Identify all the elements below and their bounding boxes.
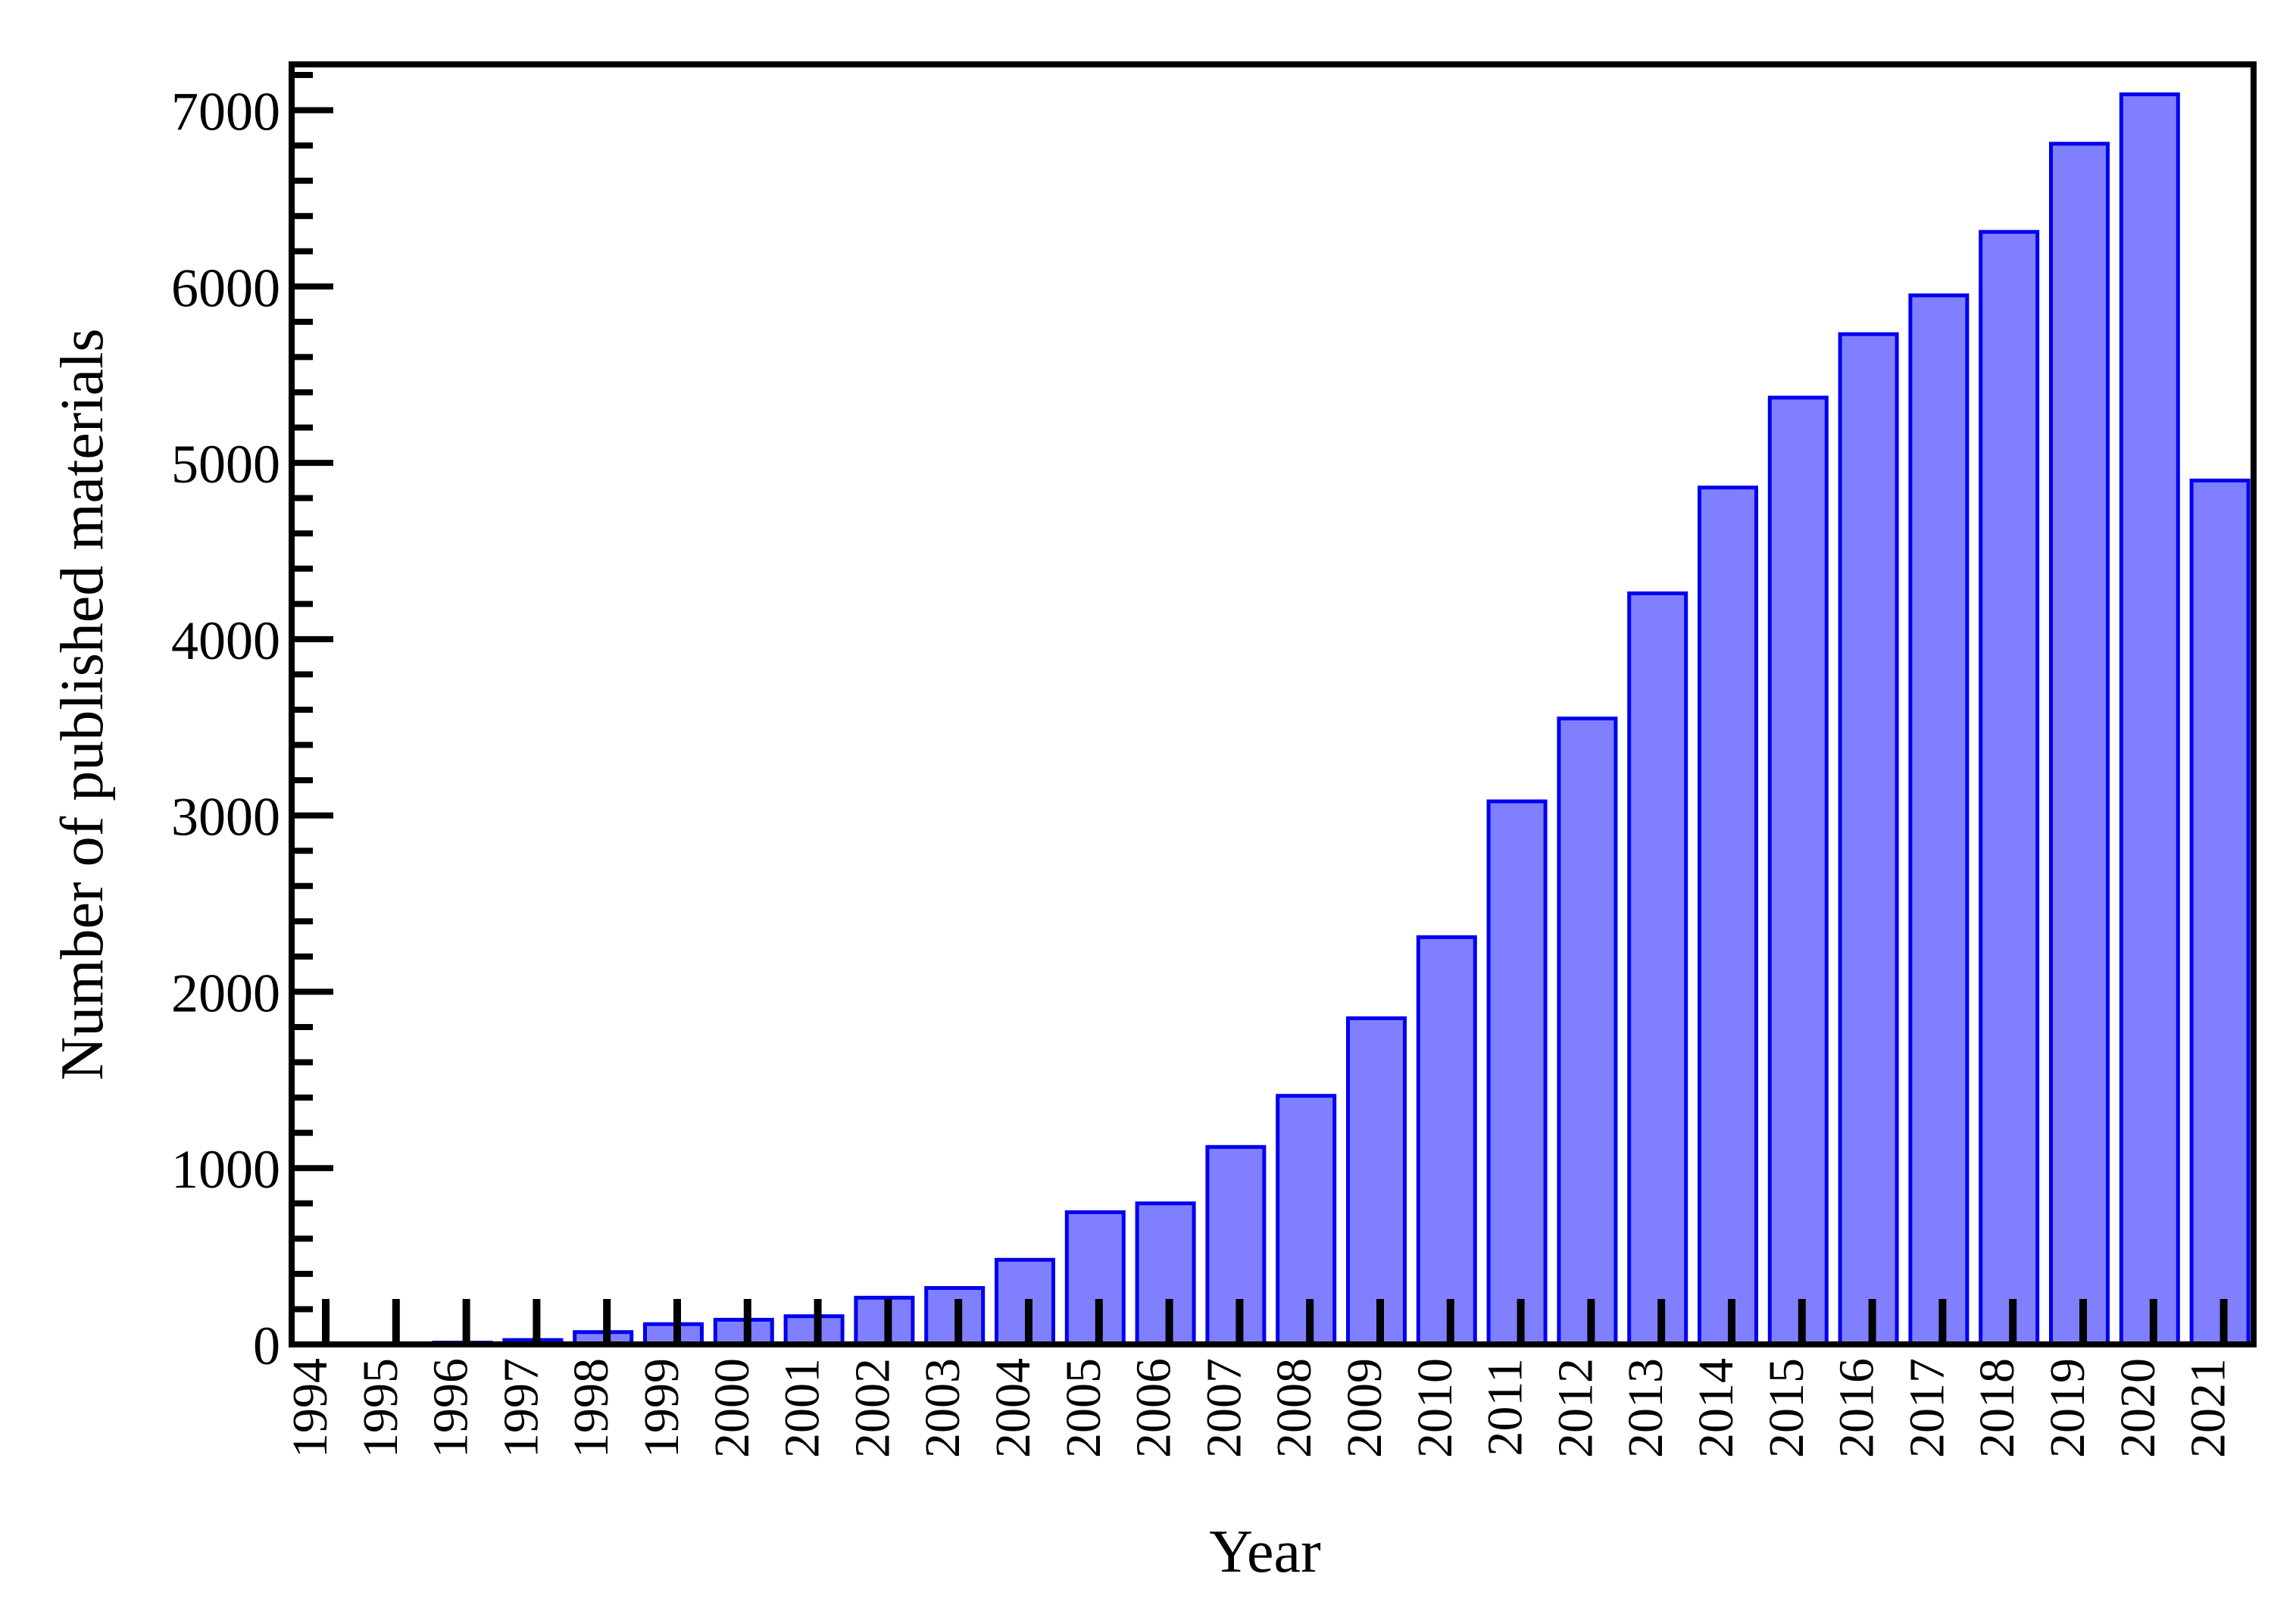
x-tick-label-2013: 2013	[1618, 1358, 1673, 1458]
x-tick-label-2003: 2003	[915, 1358, 970, 1458]
y-tick-label-0: 0	[253, 1316, 280, 1376]
x-tick-label-2014: 2014	[1688, 1358, 1744, 1458]
x-tick-label-2009: 2009	[1337, 1358, 1392, 1458]
x-tick-label-2004: 2004	[986, 1358, 1041, 1458]
bar-2009	[1346, 1016, 1407, 1347]
bar-2010	[1416, 935, 1477, 1347]
y-tick-label-4000: 4000	[171, 610, 280, 671]
x-tick-label-1994: 1994	[283, 1358, 338, 1458]
bar-2013	[1627, 591, 1688, 1347]
x-tick-label-2000: 2000	[704, 1358, 760, 1458]
x-tick-label-2018: 2018	[1970, 1358, 2025, 1458]
y-axis-title: Number of published materials	[49, 328, 116, 1080]
x-tick-label-2010: 2010	[1407, 1358, 1463, 1458]
x-tick-label-2002: 2002	[845, 1358, 900, 1458]
x-tick-label-2008: 2008	[1267, 1358, 1322, 1458]
x-tick-labels: 1994 1995 1996 1997 1998 1999 2000 2001 2002 2003…	[283, 1358, 2236, 1458]
bar-2017	[1908, 293, 1970, 1347]
y-tick-label-3000: 3000	[171, 787, 280, 848]
bar-2011	[1486, 799, 1548, 1347]
x-tick-label-2011: 2011	[1478, 1358, 1533, 1457]
x-tick-label-1996: 1996	[423, 1358, 479, 1458]
axis-ticks	[292, 71, 2228, 1347]
x-tick-label-2015: 2015	[1759, 1358, 1814, 1458]
bar-2012	[1557, 717, 1618, 1347]
x-tick-label-2019: 2019	[2040, 1358, 2095, 1458]
bar-2021	[2189, 478, 2251, 1347]
x-tick-label-1999: 1999	[634, 1358, 689, 1458]
x-tick-label-2006: 2006	[1126, 1358, 1182, 1458]
y-tick-label-6000: 6000	[171, 258, 280, 318]
x-axis-title: Year	[1209, 1519, 1320, 1585]
x-tick-label-2005: 2005	[1056, 1358, 1111, 1458]
x-tick-label-2021: 2021	[2181, 1358, 2236, 1458]
plot-frame	[289, 61, 2257, 1347]
y-tick-label-2000: 2000	[171, 963, 280, 1023]
x-tick-label-2001: 2001	[775, 1358, 830, 1458]
y-tick-labels: 0 1000 2000 3000 4000 5000 6000 7000	[171, 82, 280, 1376]
x-tick-label-2020: 2020	[2110, 1358, 2166, 1458]
y-tick-label-5000: 5000	[171, 434, 280, 495]
bar-2015	[1767, 395, 1829, 1347]
x-tick-label-1998: 1998	[564, 1358, 619, 1458]
x-tick-label-1995: 1995	[353, 1358, 408, 1458]
bar-2018	[1979, 229, 2040, 1347]
bar-2019	[2049, 142, 2110, 1347]
x-tick-label-2017: 2017	[1899, 1358, 1954, 1458]
bar-2016	[1838, 332, 1899, 1347]
x-tick-label-2007: 2007	[1196, 1358, 1251, 1458]
bar-2020	[2119, 92, 2180, 1347]
y-tick-label-1000: 1000	[171, 1139, 280, 1200]
x-tick-label-1997: 1997	[493, 1358, 548, 1458]
y-tick-label-7000: 7000	[171, 82, 280, 142]
x-tick-label-2016: 2016	[1829, 1358, 1885, 1458]
x-tick-label-2012: 2012	[1548, 1358, 1603, 1458]
bar-2014	[1698, 486, 1758, 1347]
bars	[292, 92, 2251, 1347]
